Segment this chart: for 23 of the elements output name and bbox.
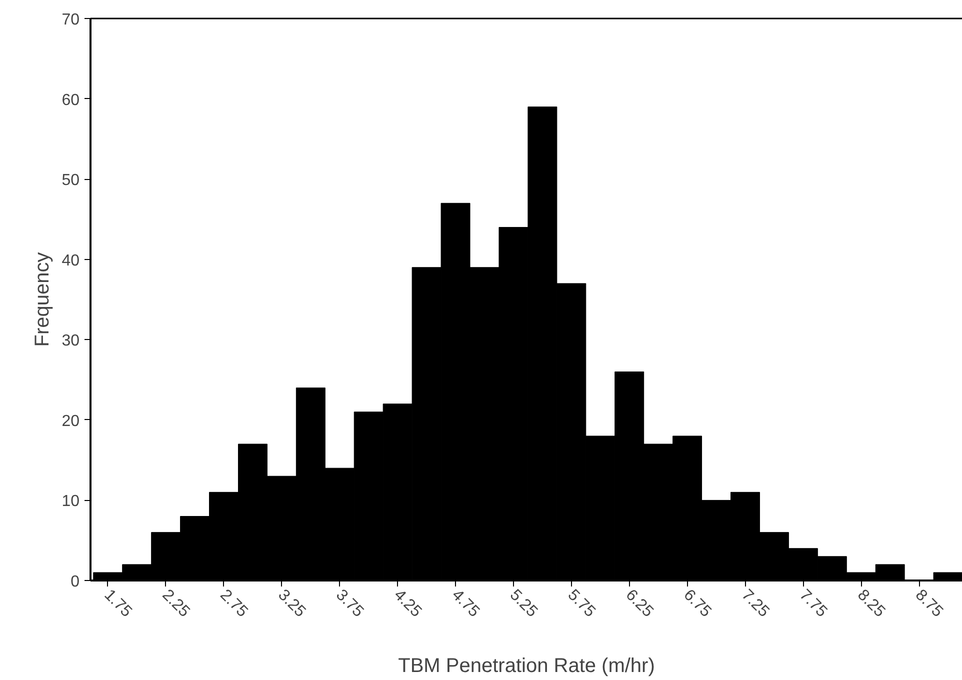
x-tick-label: 2.75 — [216, 586, 251, 621]
x-tick-label: 4.75 — [448, 586, 483, 621]
x-tick-label: 8.25 — [854, 586, 888, 621]
y-tick-label: 60 — [62, 92, 80, 109]
y-tick-label: 20 — [62, 412, 80, 430]
x-tick-label: 6.25 — [622, 586, 656, 621]
y-tick-label: 10 — [62, 493, 80, 510]
x-tick-label: 5.75 — [564, 586, 598, 621]
y-tick-label: 70 — [62, 12, 80, 28]
y-axis-title: Frequency — [32, 252, 54, 347]
x-tick-label: 4.25 — [390, 586, 425, 621]
x-tick-label: 6.75 — [680, 586, 714, 621]
y-tick-label: 50 — [62, 172, 80, 190]
x-tick-label: 5.25 — [506, 586, 541, 621]
y-tick-label: 40 — [62, 252, 80, 270]
x-tick-label: 8.75 — [912, 586, 946, 621]
y-tick-label: 30 — [62, 332, 80, 350]
x-axis-title: TBM Penetration Rate (m/hr) — [398, 655, 655, 678]
x-tick-label: 3.25 — [274, 586, 309, 621]
x-tick-label: 2.25 — [158, 586, 193, 621]
x-tick-label: 1.75 — [100, 586, 135, 621]
y-tick-label: 0 — [70, 574, 80, 590]
x-tick-label: 3.75 — [332, 586, 367, 621]
